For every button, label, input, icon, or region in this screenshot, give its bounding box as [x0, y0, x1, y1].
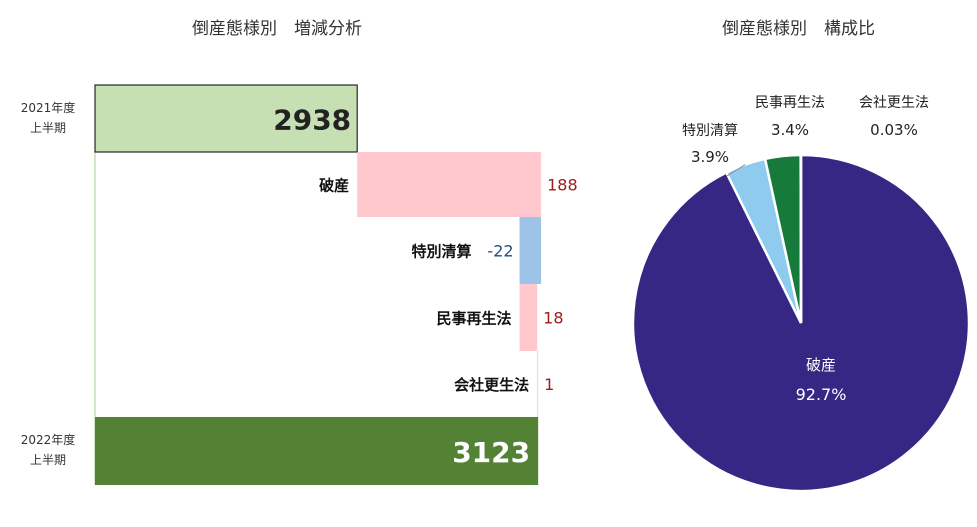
pie-leader-line	[726, 164, 746, 177]
waterfall-step-bar	[519, 217, 542, 284]
waterfall-step-value: 188	[547, 176, 578, 195]
waterfall-start-bar	[94, 84, 358, 153]
pie-label-value: 3.9%	[691, 148, 729, 166]
pie-label-name: 会社更生法	[859, 95, 929, 111]
waterfall-start-label-sub: 上半期	[30, 121, 66, 135]
pie-label-name: 破産	[806, 356, 836, 374]
waterfall-end-label: 2022年度	[21, 432, 76, 447]
waterfall-step-name: 会社更生法	[454, 376, 529, 394]
waterfall-start-value: 2938	[273, 104, 351, 137]
pie-label-name: 特別清算	[682, 123, 738, 139]
waterfall-end-bar	[95, 417, 539, 485]
waterfall-end-value: 3123	[452, 436, 530, 469]
waterfall-step-name: 破産	[319, 177, 349, 195]
waterfall-step-bar	[357, 152, 542, 217]
pie-label-name: 民事再生法	[755, 95, 825, 111]
waterfall-step-value: -22	[487, 242, 513, 261]
waterfall-start-label: 2021年度	[21, 100, 76, 115]
waterfall-step-name: 特別清算	[412, 243, 472, 261]
waterfall-step-value: 1	[544, 375, 554, 394]
waterfall-step-value: 18	[543, 309, 563, 328]
waterfall-step-bar	[519, 284, 538, 351]
pie-label-value: 92.7%	[796, 385, 847, 404]
waterfall-step-bar	[537, 351, 539, 417]
waterfall-end-label-sub: 上半期	[30, 453, 66, 467]
waterfall-title: 倒産態様別 増減分析	[192, 19, 362, 39]
pie-label-value: 3.4%	[771, 121, 809, 139]
pie-title: 倒産態様別 構成比	[722, 19, 875, 39]
pie-label-value: 0.03%	[870, 121, 918, 139]
waterfall-step-name: 民事再生法	[437, 310, 512, 328]
